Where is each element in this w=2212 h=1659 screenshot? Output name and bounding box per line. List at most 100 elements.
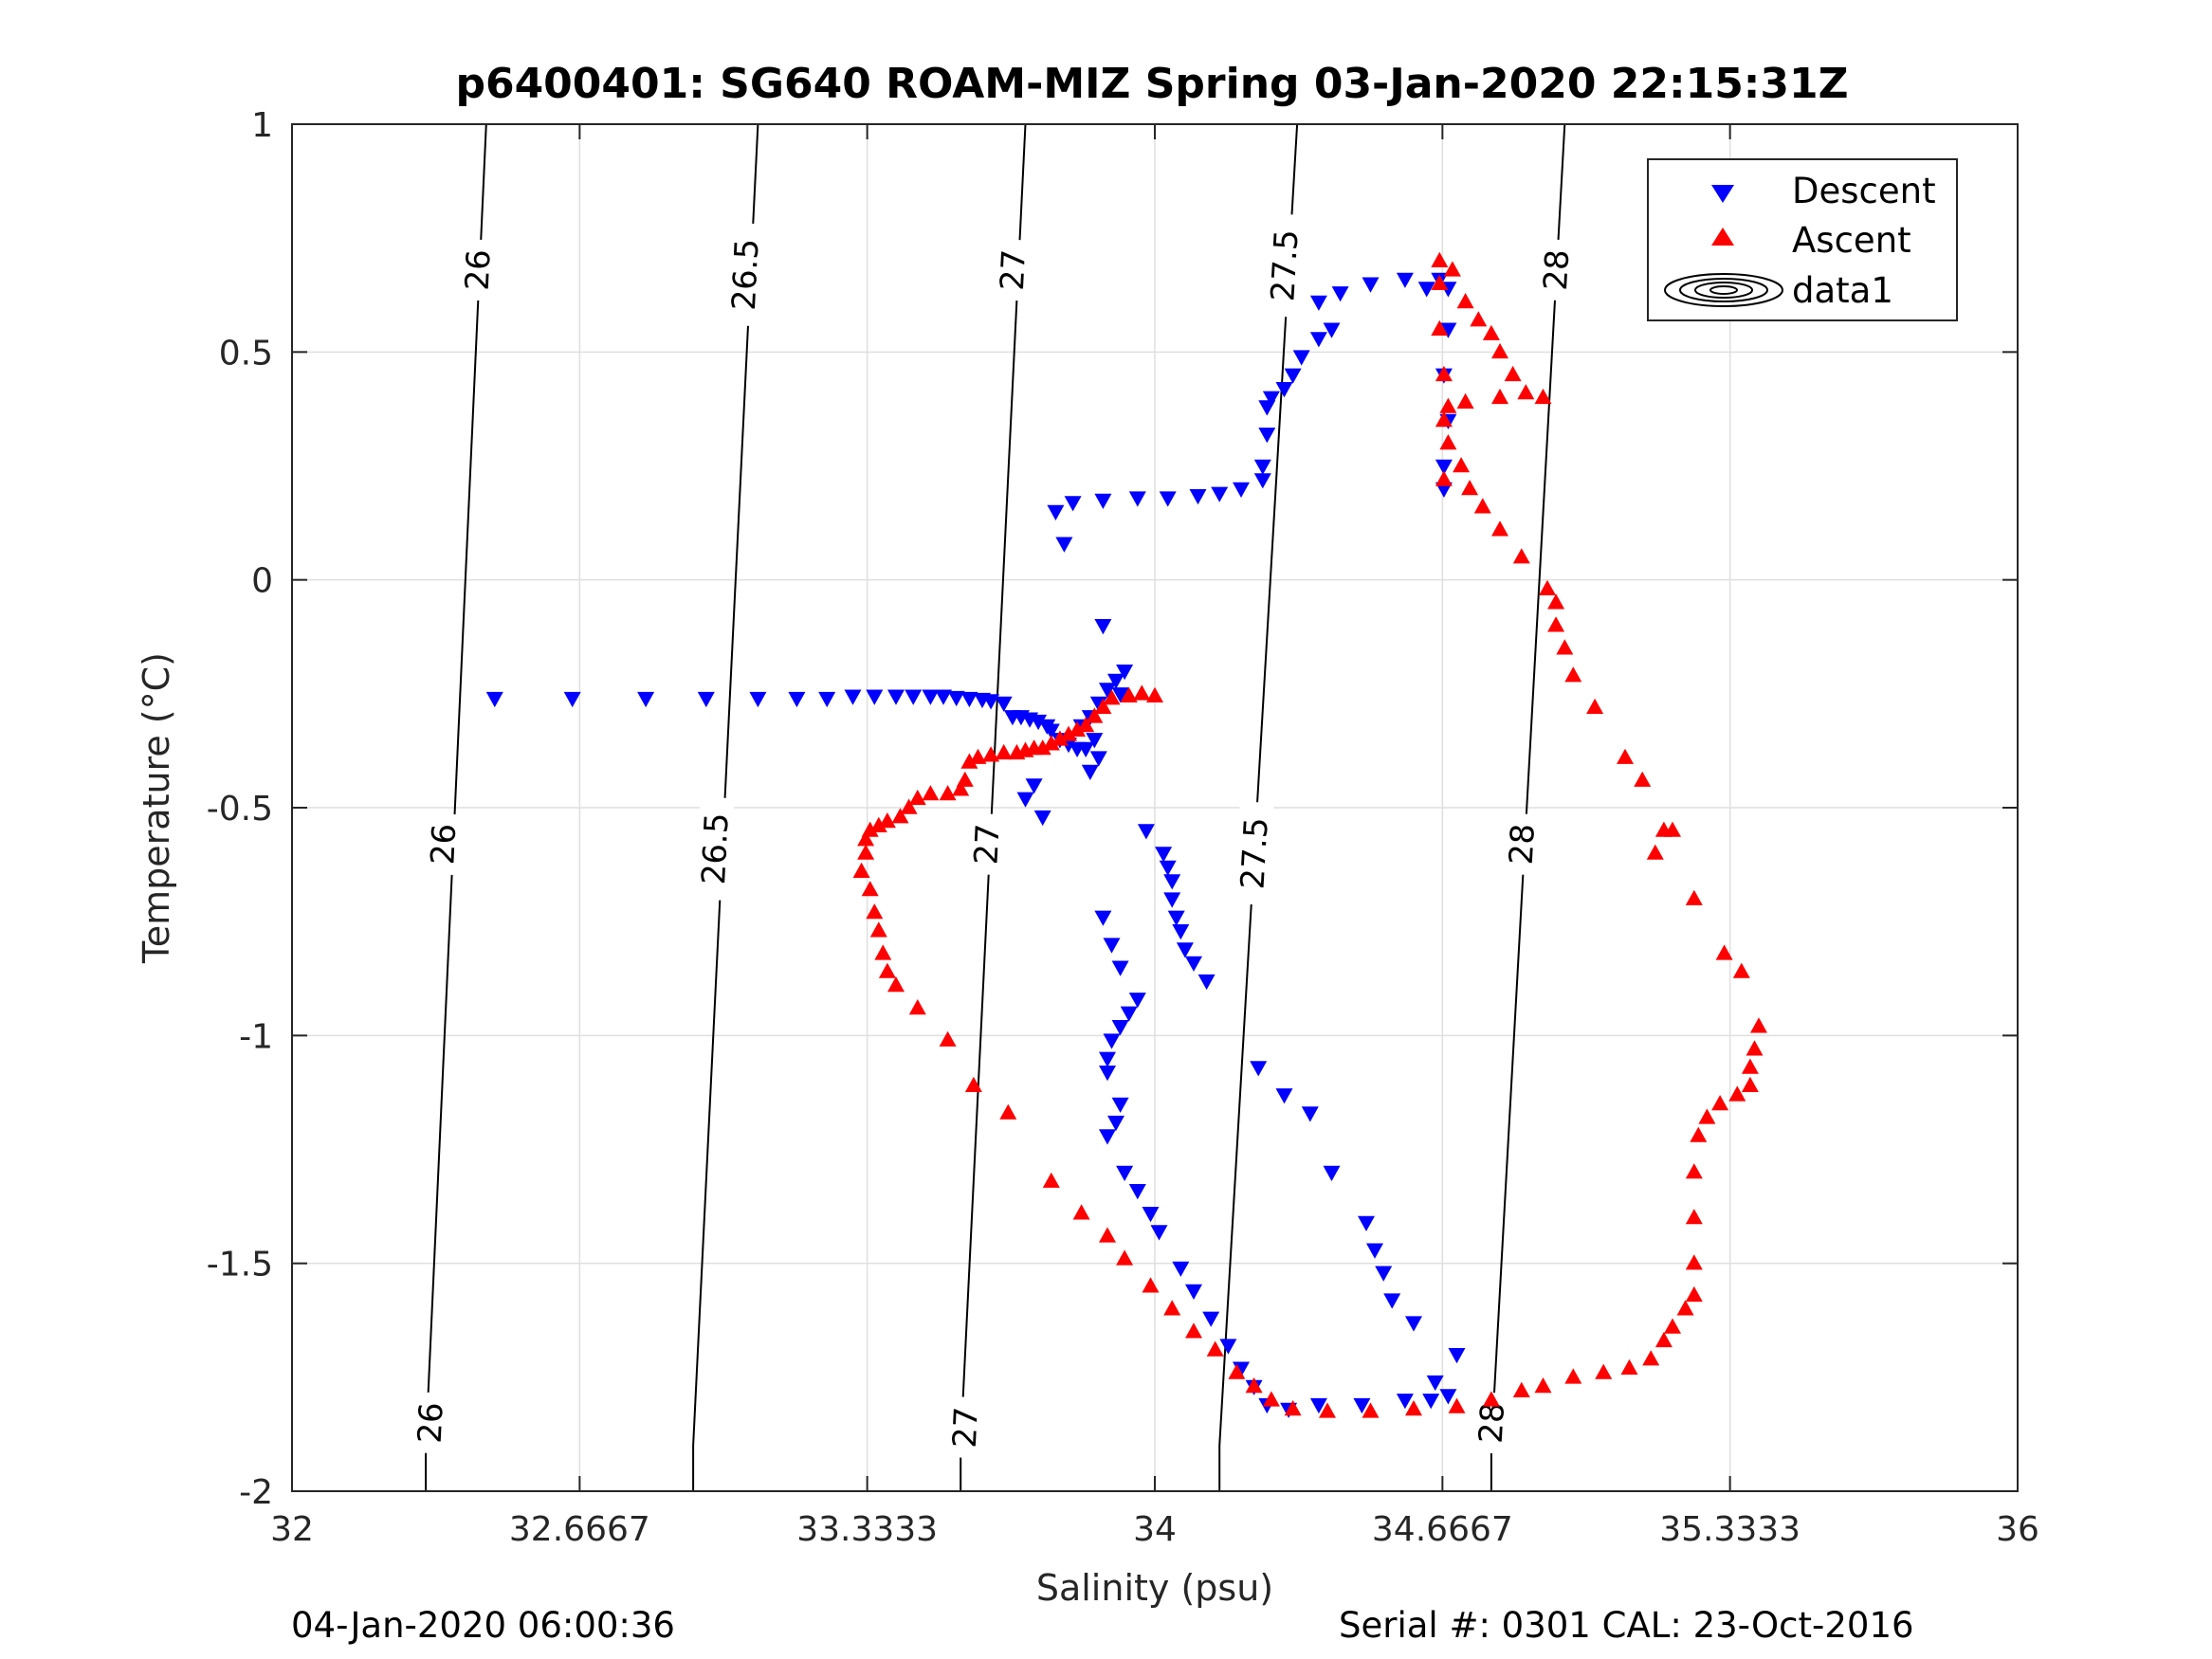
descent-marker <box>1107 1115 1124 1132</box>
ascent-marker <box>1094 698 1112 714</box>
x-tick-labels: 32 32.6667 33.3333 34 34.6667 35.3333 36 <box>270 1510 2039 1549</box>
descent-marker <box>1120 1006 1138 1022</box>
x-tick-label: 35.3333 <box>1659 1510 1801 1549</box>
ascent-marker <box>1069 720 1087 737</box>
descent-marker <box>1309 295 1327 311</box>
ascent-marker <box>1685 1285 1703 1303</box>
descent-marker <box>1099 1129 1116 1145</box>
descent-marker <box>1099 1066 1116 1082</box>
contour-label-group: 28 <box>1537 238 1577 301</box>
ascent-marker <box>1060 725 1077 741</box>
contour-label-27.5: 27.5 <box>1264 228 1306 302</box>
descent-marker <box>1358 1215 1375 1231</box>
descent-marker <box>947 690 965 707</box>
ascent-marker <box>1586 698 1604 714</box>
descent-marker <box>1150 1225 1168 1241</box>
x-tick-label: 33.3333 <box>796 1510 938 1549</box>
ascent-marker <box>1698 1108 1716 1124</box>
ascent-marker <box>1595 1363 1613 1379</box>
legend-descent-marker <box>1711 185 1734 203</box>
descent-marker <box>1172 1261 1190 1277</box>
contour-label-mask <box>695 796 735 902</box>
descent-marker <box>935 689 952 705</box>
ascent-marker <box>1435 365 1453 382</box>
y-axis-label: Temperature (°C) <box>136 652 177 964</box>
ascent-marker <box>1072 1204 1090 1220</box>
descent-marker <box>1163 892 1181 908</box>
descent-marker <box>1107 673 1124 689</box>
ascent-marker <box>852 862 870 878</box>
ascent-marker <box>964 1076 982 1092</box>
descent-marker <box>1064 496 1082 512</box>
y-tick-label: -1 <box>239 1017 273 1056</box>
ascent-marker <box>1453 457 1471 473</box>
descent-marker <box>1116 665 1134 681</box>
legend-contour-icon <box>1664 273 1783 307</box>
contour-label-group: 28 <box>1472 1391 1512 1454</box>
y-tick-label: 0 <box>251 562 273 601</box>
ascent-marker <box>1654 1331 1673 1348</box>
descent-marker <box>1439 1389 1457 1405</box>
ascent-marker <box>1741 1076 1759 1092</box>
ascent-marker <box>1228 1363 1246 1379</box>
ascent-marker <box>1750 1017 1767 1033</box>
descent-marker <box>1253 473 1271 489</box>
ascent-marker <box>1185 1322 1202 1339</box>
descent-marker <box>1159 491 1177 507</box>
ascent-marker <box>1133 684 1151 701</box>
x-tick-label: 34.6667 <box>1372 1510 1513 1549</box>
contour-label-group: 26.5 <box>695 796 737 902</box>
descent-marker <box>1116 1165 1134 1181</box>
y-tick-labels: 1 0.5 0 -0.5 -1 -1.5 -2 <box>207 106 273 1512</box>
descent-marker <box>1128 491 1146 507</box>
ascent-marker <box>1517 384 1535 400</box>
ascent-marker <box>939 1030 957 1047</box>
x-axis-label: Salinity (psu) <box>1036 1567 1273 1609</box>
descent-marker <box>1137 824 1155 840</box>
descent-marker <box>887 689 905 705</box>
data-markers <box>485 251 1767 1418</box>
descent-marker <box>1366 1243 1383 1259</box>
ascent-marker <box>1741 1058 1759 1074</box>
descent-marker <box>1362 277 1380 293</box>
contour-label-group: 27.5 <box>1234 801 1276 906</box>
descent-marker <box>1219 1339 1237 1355</box>
descent-marker <box>697 691 715 708</box>
descent-marker <box>1094 493 1112 509</box>
ascent-marker <box>1103 689 1121 705</box>
descent-marker <box>1189 489 1207 505</box>
ascent-marker <box>1504 365 1522 382</box>
contour-label-group: 27 <box>967 812 1008 876</box>
descent-marker <box>1426 1375 1444 1392</box>
descent-marker <box>1185 1284 1202 1300</box>
descent-marker <box>844 689 862 705</box>
x-tick-label: 32.6667 <box>509 1510 650 1549</box>
ascent-marker <box>1042 735 1060 751</box>
ascent-marker <box>866 903 884 920</box>
ascent-marker <box>1482 324 1500 340</box>
ascent-marker <box>1319 1402 1336 1418</box>
ascent-marker <box>1473 498 1491 514</box>
descent-marker <box>1448 1348 1466 1364</box>
descent-marker <box>637 691 655 708</box>
descent-marker <box>1309 332 1327 348</box>
descent-marker <box>1142 1207 1160 1223</box>
ascent-marker <box>1512 1381 1530 1397</box>
ascent-marker <box>1284 1400 1302 1416</box>
ascent-marker <box>1664 1318 1681 1334</box>
ascent-marker <box>1539 579 1556 595</box>
contour-label-27: 27 <box>994 248 1033 291</box>
ascent-marker <box>1086 707 1104 723</box>
ascent-marker <box>1245 1377 1263 1394</box>
ascent-marker <box>1431 274 1449 290</box>
descent-marker <box>1185 956 1202 972</box>
ascent-marker <box>869 921 887 938</box>
contour-label-26: 26 <box>424 823 464 866</box>
descent-marker <box>1128 993 1146 1009</box>
x-tick-label: 34 <box>1133 1510 1177 1549</box>
descent-marker <box>1275 382 1293 398</box>
ascent-marker <box>995 743 1013 760</box>
ascent-marker <box>1685 889 1703 905</box>
descent-marker <box>1202 1311 1220 1327</box>
ascent-marker <box>1099 1227 1116 1243</box>
